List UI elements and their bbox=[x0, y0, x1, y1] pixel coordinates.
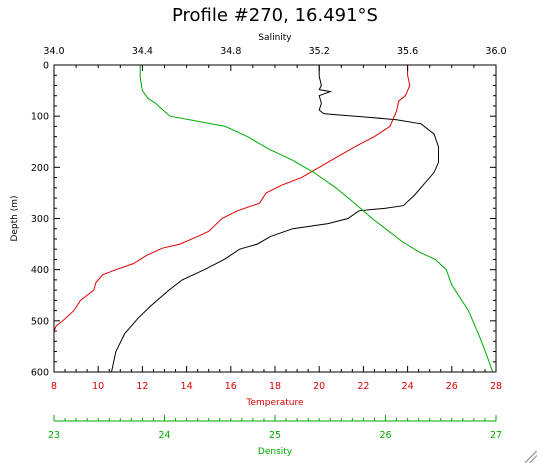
temperature-axis-label: Temperature bbox=[245, 398, 303, 408]
y-tick-label: 300 bbox=[31, 214, 49, 225]
density-tick-label: 27 bbox=[490, 430, 502, 441]
temperature-tick-label: 28 bbox=[490, 381, 502, 392]
salinity-series-line bbox=[111, 65, 439, 372]
density-series-line bbox=[139, 65, 494, 372]
y-tick-label: 200 bbox=[31, 163, 49, 174]
y-tick-label: 600 bbox=[31, 368, 49, 379]
temperature-tick-label: 20 bbox=[313, 381, 325, 392]
temperature-tick-label: 10 bbox=[92, 381, 104, 392]
y-tick-label: 100 bbox=[31, 112, 49, 123]
y-tick-label: 400 bbox=[31, 265, 49, 276]
temperature-tick-label: 16 bbox=[225, 381, 237, 392]
density-tick-label: 24 bbox=[158, 430, 170, 441]
resize-grip-icon[interactable] bbox=[525, 451, 537, 463]
plot-area bbox=[54, 65, 494, 372]
temperature-tick-label: 22 bbox=[357, 381, 369, 392]
salinity-tick-label: 34.0 bbox=[43, 46, 64, 57]
temperature-series-line bbox=[54, 65, 411, 332]
temperature-tick-label: 26 bbox=[446, 381, 458, 392]
chart-title: Profile #270, 16.491°S bbox=[172, 5, 378, 26]
salinity-tick-label: 34.4 bbox=[132, 46, 153, 57]
temperature-tick-label: 24 bbox=[402, 381, 414, 392]
plot-frame bbox=[53, 64, 497, 373]
temperature-tick-label: 8 bbox=[51, 381, 57, 392]
salinity-tick-label: 34.8 bbox=[220, 46, 241, 57]
temperature-tick-label: 18 bbox=[269, 381, 281, 392]
axes: 0 100 200 300 400 500 600 Depth (m) 34.0 34.4 34.8… bbox=[10, 33, 507, 457]
density-tick-label: 25 bbox=[269, 430, 281, 441]
density-tick-label: 26 bbox=[379, 430, 391, 441]
y-tick-label: 500 bbox=[31, 316, 49, 327]
y-axis-label: Depth (m) bbox=[10, 195, 20, 241]
salinity-tick-label: 35.6 bbox=[397, 46, 418, 57]
salinity-axis-label: Salinity bbox=[258, 33, 292, 43]
y-tick-label: 0 bbox=[43, 61, 49, 72]
temperature-tick-label: 14 bbox=[181, 381, 193, 392]
salinity-tick-label: 36.0 bbox=[485, 46, 506, 57]
temperature-tick-label: 12 bbox=[136, 381, 148, 392]
salinity-tick-label: 35.2 bbox=[309, 46, 330, 57]
density-axis-label: Density bbox=[258, 447, 293, 457]
density-tick-label: 23 bbox=[48, 430, 60, 441]
